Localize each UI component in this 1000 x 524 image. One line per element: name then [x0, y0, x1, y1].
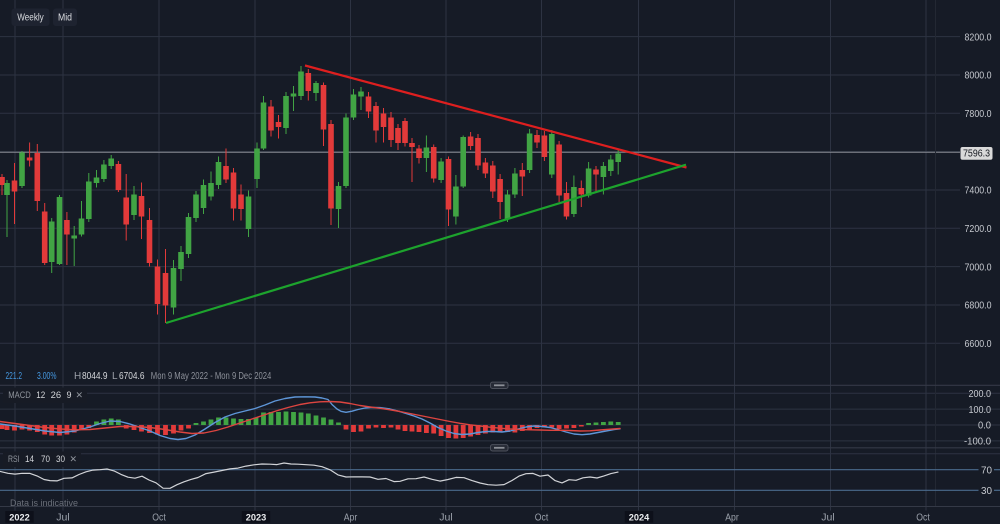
- svg-text:221.2: 221.2: [6, 371, 23, 382]
- svg-text:0.0: 0.0: [978, 420, 991, 432]
- svg-text:26: 26: [51, 390, 62, 400]
- svg-text:2024: 2024: [629, 512, 650, 523]
- svg-text:6704.6: 6704.6: [119, 371, 145, 382]
- svg-text:Oct: Oct: [535, 512, 549, 523]
- svg-text:Jul: Jul: [821, 512, 835, 523]
- svg-text:7596.3: 7596.3: [963, 149, 990, 160]
- svg-text:7800.0: 7800.0: [965, 108, 992, 120]
- svg-text:12: 12: [36, 390, 45, 400]
- svg-text:Data is indicative: Data is indicative: [10, 498, 78, 508]
- svg-text:8000.0: 8000.0: [965, 70, 992, 82]
- svg-text:9: 9: [67, 390, 72, 400]
- svg-text:Oct: Oct: [916, 512, 930, 523]
- svg-text:100.0: 100.0: [969, 404, 992, 416]
- svg-text:70: 70: [981, 464, 992, 476]
- svg-text:RSI: RSI: [8, 454, 20, 464]
- svg-text:✕: ✕: [70, 454, 78, 464]
- svg-text:H: H: [74, 371, 81, 382]
- svg-text:Mon 9 May 2022 - Mon 9 Dec 202: Mon 9 May 2022 - Mon 9 Dec 2024: [151, 371, 272, 382]
- svg-text:3.00%: 3.00%: [37, 371, 57, 382]
- svg-text:6800.0: 6800.0: [965, 300, 992, 312]
- svg-text:7400.0: 7400.0: [965, 185, 992, 197]
- svg-text:Jul: Jul: [56, 512, 70, 523]
- svg-text:Weekly: Weekly: [17, 12, 44, 24]
- svg-text:✕: ✕: [76, 390, 84, 400]
- svg-text:7200.0: 7200.0: [965, 223, 992, 235]
- svg-text:Mid: Mid: [58, 12, 72, 24]
- svg-text:-100.0: -100.0: [964, 436, 991, 448]
- svg-text:7000.0: 7000.0: [965, 261, 992, 273]
- svg-text:L: L: [112, 371, 118, 382]
- svg-text:2023: 2023: [246, 512, 267, 523]
- svg-text:Apr: Apr: [344, 512, 358, 523]
- svg-text:Apr: Apr: [725, 512, 739, 523]
- svg-text:2022: 2022: [9, 512, 30, 523]
- svg-text:30: 30: [981, 485, 992, 497]
- svg-text:Oct: Oct: [152, 512, 166, 523]
- svg-text:8044.9: 8044.9: [82, 371, 108, 382]
- svg-text:70: 70: [41, 454, 50, 464]
- svg-text:6600.0: 6600.0: [965, 338, 992, 350]
- svg-text:MACD: MACD: [8, 390, 31, 400]
- svg-text:8200.0: 8200.0: [965, 31, 992, 43]
- svg-text:Jul: Jul: [439, 512, 453, 523]
- svg-text:30: 30: [56, 454, 65, 464]
- svg-text:14: 14: [25, 454, 34, 464]
- svg-text:200.0: 200.0: [969, 388, 992, 400]
